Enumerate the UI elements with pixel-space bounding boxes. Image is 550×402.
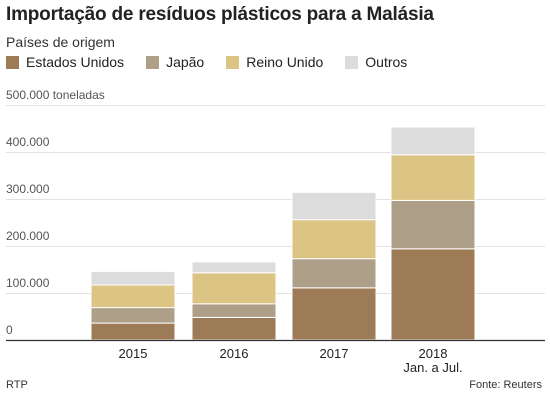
bar-segment-reino-unido: [191, 272, 277, 305]
legend-swatch: [226, 55, 240, 69]
bar-segment-outros: [191, 261, 277, 274]
bar-segment-estados-unidos: [291, 287, 377, 341]
legend-title: Países de origem: [6, 34, 115, 50]
legend-label: Estados Unidos: [26, 54, 125, 70]
credit-label: RTP: [6, 379, 28, 391]
bar-segment-reino-unido: [291, 219, 377, 260]
legend-swatch: [146, 55, 160, 69]
bar-segment-reino-unido: [90, 284, 176, 309]
legend-label: Reino Unido: [246, 54, 324, 70]
y-tick-label: 0: [6, 323, 13, 337]
x-tick-label: 2018: [419, 346, 448, 361]
bar-segment-outros: [390, 126, 476, 156]
legend-item-3: Reino Unido: [226, 54, 323, 70]
bar-segment-outros: [291, 191, 377, 221]
bar-segment-japão: [191, 303, 277, 318]
y-tick-label: 300.000: [6, 182, 50, 196]
legend-label: Outros: [365, 54, 408, 70]
bar-segment-reino-unido: [390, 154, 476, 201]
bar-segment-japão: [390, 199, 476, 250]
x-tick-label: 2015: [119, 346, 148, 361]
y-tick-label: 100.000: [6, 276, 50, 290]
legend: Estados Unidos Japão Reino Unido Outros: [6, 54, 429, 70]
bar-segment-estados-unidos: [90, 322, 176, 341]
y-tick-label: 200.000: [6, 229, 50, 243]
bar-segment-japão: [291, 258, 377, 289]
chart-title: Importação de resíduos plásticos para a …: [6, 4, 434, 25]
bar-segment-estados-unidos: [191, 316, 277, 341]
x-tick-sublabel: Jan. a Jul.: [403, 360, 462, 375]
legend-label: Japão: [166, 54, 205, 70]
legend-item-1: Estados Unidos: [6, 54, 124, 70]
bar-segment-outros: [90, 270, 176, 286]
bar-segment-japão: [90, 307, 176, 324]
y-tick-label: 500.000 toneladas: [6, 88, 105, 102]
source-label: Fonte: Reuters: [469, 379, 542, 391]
x-tick-label: 2016: [220, 346, 249, 361]
legend-item-4: Outros: [345, 54, 407, 70]
bar-segment-estados-unidos: [390, 248, 476, 341]
legend-swatch: [345, 55, 359, 69]
legend-swatch: [6, 55, 19, 69]
legend-item-2: Japão: [146, 54, 204, 70]
y-tick-label: 400.000: [6, 135, 50, 149]
x-tick-label: 2017: [320, 346, 349, 361]
